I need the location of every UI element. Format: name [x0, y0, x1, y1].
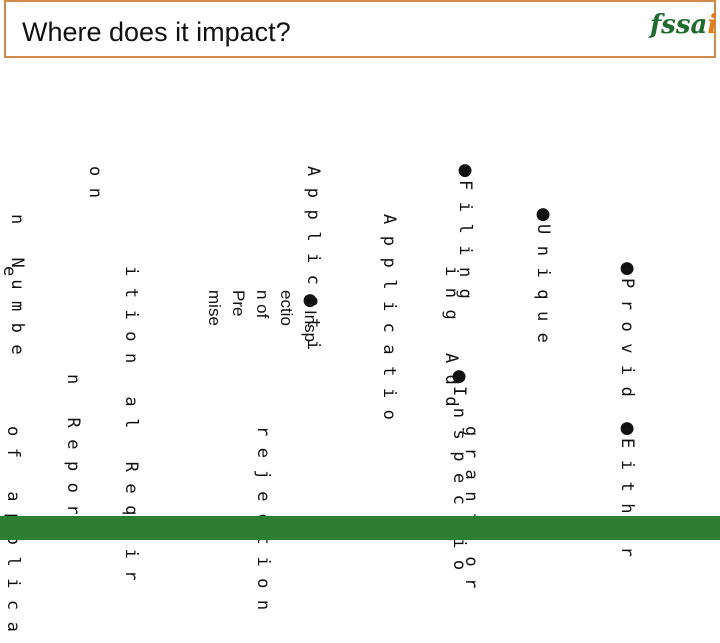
- bullet-either-col2: grant or: [461, 426, 481, 600]
- bullet-marker-icon: ●: [617, 418, 637, 438]
- bullet-unique-col2: Applicatio: [379, 214, 399, 432]
- bullet-filing-col3: on: [85, 166, 105, 210]
- bullet-inspection-premise: ●Insp ectio n of Pre mise: [205, 290, 320, 343]
- bullet-providing-col3: ition al Requir: [121, 266, 141, 593]
- bullet-marker-icon: ●: [455, 160, 475, 180]
- header-bar: Where does it impact? fssai: [4, 0, 718, 58]
- bullet-marker-icon: ●: [449, 366, 469, 386]
- footer-bar: [0, 516, 720, 540]
- page-title: Where does it impact?: [22, 17, 291, 47]
- bullet-either-col1: ●Either: [617, 418, 637, 569]
- logo-text: fssai: [650, 10, 718, 40]
- bullet-filing-col2: Applicati: [303, 166, 323, 362]
- bullet-marker-icon: ●: [300, 290, 320, 310]
- bullet-unique-col1: ●Unique: [533, 204, 553, 355]
- bullet-filing-col1: ●Filing: [455, 160, 475, 311]
- bullet-unique-col3: n Numbe: [7, 214, 27, 367]
- bullet-providing-col1: ●Provid: [617, 258, 637, 409]
- bullet-marker-icon: ●: [533, 204, 553, 224]
- bullet-marker-icon: ●: [617, 258, 637, 278]
- bullet-inspection-report-col2: n Report: [63, 374, 83, 548]
- bullet-providing-col4: e: [0, 266, 19, 288]
- fssai-logo: fssai: [650, 10, 718, 50]
- bullet-providing-col2: ing Add: [441, 266, 461, 419]
